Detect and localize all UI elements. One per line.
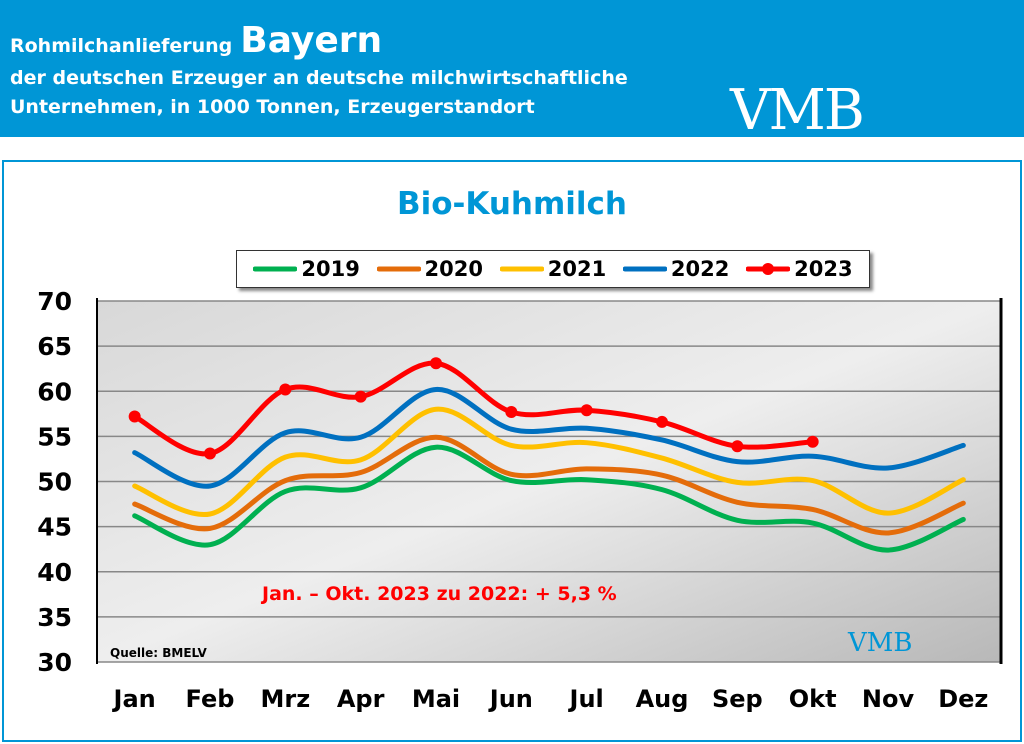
x-tick-label: Dez [938,685,988,713]
source-label: Quelle: BMELV [110,646,207,660]
legend-label: 2023 [794,257,853,281]
legend-item-2023: 2023 [746,257,853,281]
legend: 2019 2020 2021 2022 2023 [236,250,870,288]
legend-item-2021: 2021 [499,257,607,281]
series-line-2019 [132,444,966,553]
chart-frame [2,160,1022,742]
vmb-footer-logo: VMB [848,628,913,658]
data-point-2023 [430,357,442,370]
legend-item-2020: 2020 [376,257,483,281]
header-banner: Rohmilchanlieferung Bayern der deutschen … [0,0,1024,143]
y-tick-label: 35 [37,603,72,632]
data-point-2023 [354,390,367,403]
header-line3: Unternehmen, in 1000 Tonnen, Erzeugersta… [10,96,535,118]
y-tick-label: 55 [37,422,72,451]
x-tick-label: Feb [186,685,235,713]
legend-swatch [746,263,791,275]
y-tick-label: 30 [37,648,72,677]
header-title: Rohmilchanlieferung [10,35,233,57]
annotation: Jan. – Okt. 2023 zu 2022: + 5,3 % [262,583,617,605]
y-tick-label: 70 [37,287,72,316]
y-tick-label: 65 [37,332,72,361]
legend-swatch [499,266,544,272]
data-point-2023 [128,410,141,423]
x-tick-label: Jan [112,685,156,713]
x-tick-label: Aug [636,685,689,713]
data-point-2023 [279,383,292,396]
x-tick-label: Jun [488,685,533,713]
legend-label: 2019 [301,257,360,281]
legend-item-2022: 2022 [622,257,730,281]
header-region: Bayern [240,20,383,61]
data-point-2023 [806,435,819,448]
series-line-2022 [132,386,966,489]
legend-label: 2022 [670,257,730,281]
y-tick-label: 40 [37,558,72,587]
y-tick-label: 45 [37,513,72,542]
legend-label: 2021 [547,257,607,281]
data-point-2023 [204,447,216,460]
y-tick-label: 60 [37,377,72,406]
x-tick-label: Apr [337,685,385,713]
header-line2: der deutschen Erzeuger an deutsche milch… [10,67,628,89]
legend-swatch [376,266,421,272]
x-tick-label: Mai [412,685,460,713]
legend-swatch [253,266,298,272]
data-point-2023 [656,415,668,428]
legend-item-2019: 2019 [253,257,360,281]
chart-title: Bio-Kuhmilch [396,186,628,222]
data-point-2023 [505,406,518,419]
legend-label: 2020 [424,257,483,281]
data-point-2023 [731,440,744,453]
vmb-logo: VMB [730,78,865,143]
y-tick-label: 50 [37,468,72,497]
series-line-2020 [132,434,966,536]
header-line1: Rohmilchanlieferung Bayern [10,20,382,61]
legend-swatch [622,266,667,272]
x-tick-label: Sep [712,685,763,713]
x-tick-label: Okt [789,685,837,713]
x-tick-label: Mrz [260,685,310,713]
x-tick-label: Nov [862,685,915,713]
series-line-2021 [132,406,966,517]
x-tick-label: Jul [568,685,604,713]
data-point-2023 [580,404,593,417]
series-line-2023 [132,360,816,457]
